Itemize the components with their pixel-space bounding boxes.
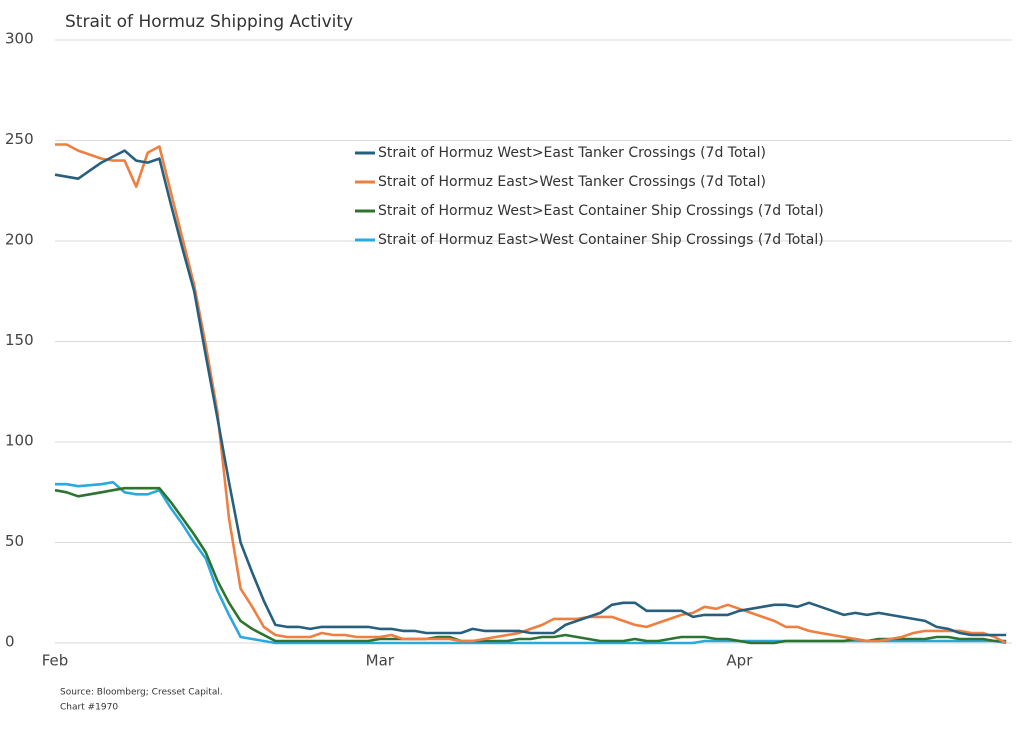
y-tick-label: 50 bbox=[5, 532, 24, 550]
chart-number: Chart #1970 bbox=[60, 703, 118, 713]
legend-label: Strait of Hormuz East>West Tanker Crossi… bbox=[378, 174, 766, 190]
y-tick-label: 200 bbox=[5, 231, 34, 249]
y-tick-label: 0 bbox=[5, 633, 15, 651]
legend-label: Strait of Hormuz West>East Tanker Crossi… bbox=[378, 145, 766, 161]
legend-label: Strait of Hormuz East>West Container Shi… bbox=[378, 232, 824, 248]
series-line bbox=[54, 149, 1007, 637]
legend-label: Strait of Hormuz West>East Container Shi… bbox=[378, 203, 824, 219]
x-tick-label: Feb bbox=[42, 652, 69, 670]
y-tick-label: 100 bbox=[5, 432, 34, 450]
y-tick-label: 250 bbox=[5, 130, 34, 148]
legend: Strait of Hormuz West>East Tanker Crossi… bbox=[355, 145, 824, 248]
y-tick-label: 150 bbox=[5, 331, 34, 349]
x-tick-label: Mar bbox=[366, 652, 395, 670]
y-tick-label: 300 bbox=[5, 30, 34, 48]
series-line bbox=[54, 486, 1007, 645]
source-note: Source: Bloomberg; Cresset Capital. bbox=[60, 688, 223, 698]
series-line bbox=[55, 143, 1007, 645]
x-tick-label: Apr bbox=[726, 652, 753, 670]
chart-title: Strait of Hormuz Shipping Activity bbox=[65, 12, 353, 32]
